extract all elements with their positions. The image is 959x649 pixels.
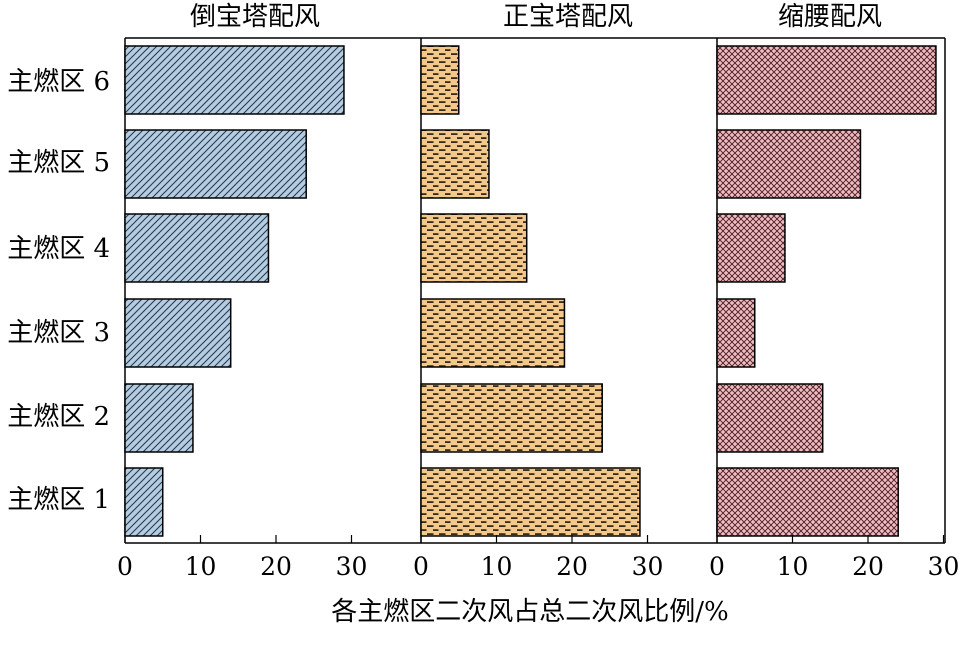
x-tick-label-panel3-20: 20: [852, 552, 884, 581]
bar-panel2-zone4: [420, 213, 528, 283]
x-axis-ticks: 0 10 20 30 0 10 20 30 0 10 20 30: [117, 535, 959, 581]
x-tick-label-panel2-20: 20: [556, 552, 588, 581]
x-tick-label-panel3-0: 0: [709, 552, 725, 581]
bar-panel1-zone4: [124, 213, 270, 283]
bar-panel3-zone4: [716, 213, 786, 283]
category-label-6: 主燃区 6: [7, 67, 110, 97]
category-label-2: 主燃区 2: [7, 402, 110, 432]
panel-title-2: 正宝塔配风: [503, 2, 633, 32]
bar-panel1-zone6: [124, 45, 345, 115]
panel-title-3: 缩腰配风: [778, 2, 882, 32]
bar-panel1-zone1: [124, 467, 164, 537]
x-axis-title: 各主燃区二次风占总二次风比例/%: [331, 597, 728, 627]
bar-panel2-zone1: [420, 467, 641, 537]
x-tick-label-panel1-0: 0: [117, 552, 133, 581]
bar-panel3-zone2: [716, 383, 824, 453]
x-tick-label-panel2-10: 10: [481, 552, 513, 581]
bar-panel1-zone3: [124, 298, 232, 368]
x-tick-label-panel1-30: 30: [336, 552, 368, 581]
category-label-1: 主燃区 1: [7, 485, 110, 515]
x-tick-label-panel1-10: 10: [185, 552, 217, 581]
bar-panel2-zone2: [420, 383, 603, 453]
bar-panel3-zone1: [716, 467, 899, 537]
bars-layer: [124, 45, 937, 537]
category-label-3: 主燃区 3: [7, 318, 110, 348]
x-tick-label-panel2-0: 0: [413, 552, 429, 581]
x-tick-label-panel3-30: 30: [928, 552, 959, 581]
panel-title-1: 倒宝塔配风: [190, 2, 320, 32]
category-label-4: 主燃区 4: [7, 234, 110, 264]
x-tick-label-panel3-10: 10: [777, 552, 809, 581]
category-label-5: 主燃区 5: [7, 148, 110, 178]
x-tick-label-panel2-30: 30: [632, 552, 664, 581]
bar-panel2-zone3: [420, 298, 566, 368]
bar-panel1-zone5: [124, 129, 307, 199]
bar-panel3-zone5: [716, 129, 862, 199]
x-tick-label-panel1-20: 20: [260, 552, 292, 581]
bar-panel3-zone6: [716, 45, 937, 115]
bar-panel3-zone3: [716, 298, 756, 368]
bar-panel1-zone2: [124, 383, 194, 453]
bar-panel2-zone5: [420, 129, 490, 199]
panel-frames: [124, 37, 946, 544]
bar-panel2-zone6: [420, 45, 460, 115]
